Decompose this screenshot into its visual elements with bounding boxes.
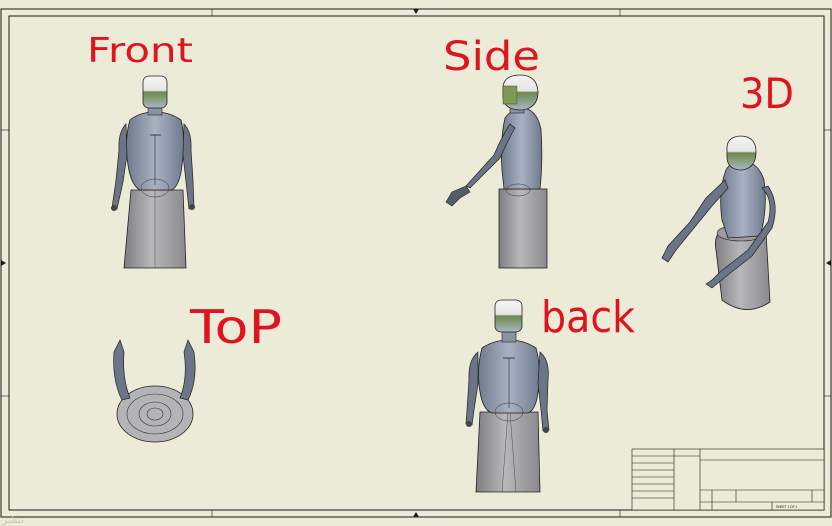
label-side: Side — [443, 34, 540, 80]
label-3d: 3D — [740, 69, 794, 118]
3d-view — [661, 135, 776, 310]
side-view — [445, 74, 548, 269]
center-marks — [1, 9, 831, 517]
title-block — [631, 448, 825, 511]
zone-ticks — [1, 9, 831, 517]
front-view — [111, 75, 195, 269]
label-front: Front — [87, 31, 193, 71]
watermark: تنشر — [1, 513, 24, 526]
top-view — [113, 339, 196, 443]
sheet-inner-border — [8, 15, 825, 511]
label-back: back — [541, 292, 635, 343]
label-top: ToP — [189, 300, 282, 354]
back-view — [465, 299, 550, 493]
title-block-sheet-text: SHEET 1 OF 1 — [776, 505, 797, 509]
